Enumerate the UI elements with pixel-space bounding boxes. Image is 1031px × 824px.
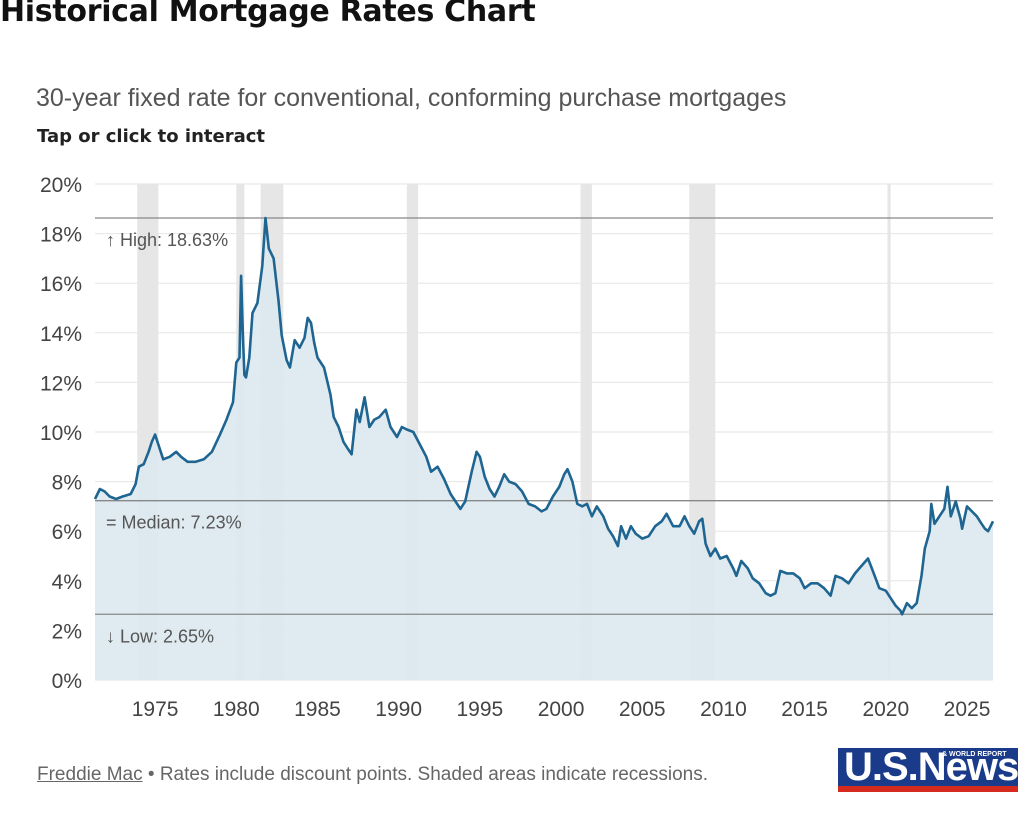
y-tick-label: 12%: [40, 372, 82, 395]
y-tick-label: 4%: [52, 571, 82, 594]
y-tick-label: 10%: [40, 422, 82, 445]
chart-footer: Freddie Mac • Rates include discount poi…: [37, 764, 708, 786]
usnews-logo[interactable]: U.S.News & WORLD REPORT: [838, 745, 1019, 794]
y-tick-label: 18%: [40, 224, 82, 247]
y-tick-label: 0%: [52, 670, 82, 693]
y-axis-ticks: 0% 2% 4% 6% 8% 10% 12% 14% 16% 18% 20%: [40, 174, 82, 693]
recession-band: [887, 184, 891, 680]
x-axis-ticks: 1975 1980 1985 1990 1995 2000 2005 2010 2015 2020…: [132, 698, 991, 720]
y-tick-label: 2%: [52, 620, 82, 643]
y-tick-label: 20%: [40, 174, 82, 197]
interaction-hint: Tap or click to interact: [37, 126, 266, 147]
x-tick-label: 1990: [375, 698, 422, 720]
rate-series-line: [93, 216, 995, 616]
x-tick-label: 1985: [294, 698, 341, 720]
x-tick-label: 1995: [456, 698, 503, 720]
y-tick-label: 16%: [40, 273, 82, 296]
recession-band: [580, 184, 592, 680]
x-tick-label: 2015: [781, 698, 828, 720]
x-tick-label: 1975: [132, 698, 179, 720]
reference-label: = Median: 7.23%: [106, 513, 242, 533]
page-title: Historical Mortgage Rates Chart: [0, 0, 536, 29]
y-tick-label: 6%: [52, 521, 82, 544]
logo-stripe: [838, 786, 1018, 792]
reference-lines: ↑ High: 18.63% = Median: 7.23% ↓ Low: 2.65…: [95, 217, 993, 646]
mortgage-rate-chart[interactable]: ↑ High: 18.63% = Median: 7.23% ↓ Low: 2.65…: [0, 160, 1031, 720]
logo-band: [838, 748, 1018, 786]
x-tick-label: 2000: [538, 698, 585, 720]
reference-label: ↑ High: 18.63%: [106, 230, 228, 250]
rate-area: [95, 218, 993, 680]
x-tick-label: 2005: [619, 698, 666, 720]
x-tick-label: 2020: [862, 698, 909, 720]
x-tick-label: 1980: [213, 698, 260, 720]
reference-label: ↓ Low: 2.65%: [106, 626, 214, 646]
footer-note: • Rates include discount points. Shaded …: [142, 764, 708, 785]
y-tick-label: 8%: [52, 472, 82, 495]
y-tick-label: 14%: [40, 323, 82, 346]
chart-subtitle: 30-year fixed rate for conventional, con…: [36, 84, 787, 112]
logo-wordmark: U.S.News: [844, 745, 1019, 789]
x-tick-label: 2010: [700, 698, 747, 720]
x-tick-label: 2025: [944, 698, 991, 720]
source-link[interactable]: Freddie Mac: [37, 764, 143, 785]
logo-tagline: & WORLD REPORT: [942, 751, 1007, 758]
